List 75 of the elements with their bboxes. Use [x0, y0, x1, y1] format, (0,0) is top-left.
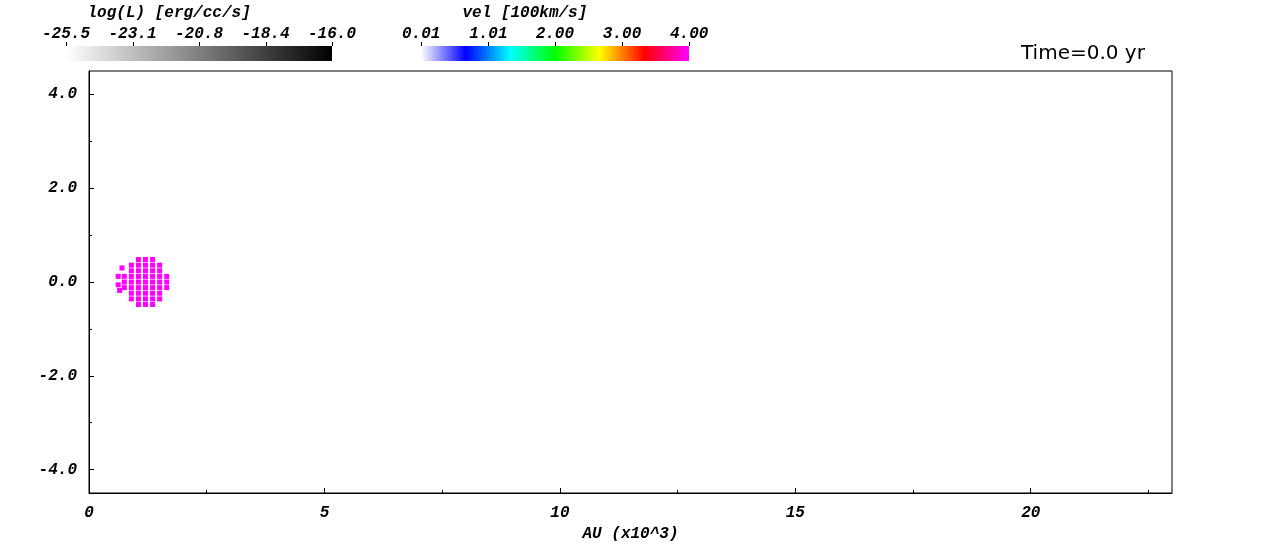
point: [143, 290, 148, 296]
text: -25.5: [42, 25, 91, 43]
point: [157, 262, 163, 268]
color-bar-title: vel [100km/s]: [462, 4, 588, 22]
color-bar-label: 4.00: [670, 25, 709, 43]
point: [157, 296, 163, 302]
point: [157, 285, 163, 291]
point: [150, 273, 156, 279]
point: [150, 262, 156, 268]
x-tick-label: 15: [785, 504, 806, 522]
x-tick-label: 20: [1021, 504, 1041, 522]
color-bar-label: 0.01: [402, 25, 441, 43]
y-tick-label: -4.0: [38, 460, 78, 479]
x-tick-label: 10: [550, 504, 570, 522]
point: [150, 268, 156, 274]
text: Time=0.0 yr: [1021, 40, 1145, 64]
y-tick-label: 0.0: [48, 273, 78, 291]
point: [135, 256, 141, 262]
point: [128, 279, 134, 285]
point: [143, 285, 148, 291]
color-bar-label: 2.00: [535, 25, 575, 43]
point: [135, 302, 141, 308]
point: [135, 279, 141, 285]
y-tick-label: 2.0: [48, 179, 78, 198]
point: [128, 285, 134, 291]
point: [164, 279, 170, 285]
point: [150, 256, 156, 262]
point: [150, 290, 156, 296]
y-tick-label: -2.0: [38, 366, 78, 385]
point: [150, 285, 156, 291]
point: [128, 268, 134, 274]
color-bar-label: 1.01: [469, 25, 508, 43]
point: [143, 273, 148, 279]
point: [157, 290, 163, 296]
text: -16.0: [308, 25, 357, 43]
point: [117, 287, 123, 293]
x-axis-title: AU (x10^3): [581, 524, 679, 543]
point: [135, 262, 141, 268]
point: [143, 302, 148, 308]
point: [115, 273, 121, 279]
point: [128, 273, 134, 279]
text: -23.1: [108, 25, 157, 43]
point: [128, 296, 134, 302]
point: [135, 285, 141, 291]
color-bar-label: 3.00: [602, 25, 642, 43]
y-tick-label: 4.0: [48, 85, 78, 104]
point: [143, 279, 148, 285]
text: log(L) [erg/cc/s]: [87, 4, 251, 22]
point: [157, 279, 163, 285]
point: [164, 273, 170, 279]
text: -20.8: [175, 25, 224, 43]
point: [121, 279, 127, 285]
point: [157, 268, 163, 274]
point: [143, 262, 148, 268]
point: [121, 273, 127, 279]
point: [150, 296, 156, 302]
text: -18.4: [241, 25, 290, 43]
x-tick-label: 5: [319, 504, 330, 522]
point: [150, 279, 156, 285]
point: [119, 265, 125, 271]
point: [128, 290, 134, 296]
point: [157, 273, 163, 279]
point: [143, 256, 148, 262]
point: [135, 296, 141, 302]
point: [135, 268, 141, 274]
point: [143, 296, 148, 302]
point: [128, 262, 134, 268]
point: [115, 282, 121, 288]
x-tick-label: 0: [84, 504, 95, 522]
point: [150, 302, 156, 308]
point: [135, 290, 141, 296]
point: [164, 285, 170, 291]
point: [135, 273, 141, 279]
point: [121, 285, 127, 291]
point: [143, 268, 148, 274]
